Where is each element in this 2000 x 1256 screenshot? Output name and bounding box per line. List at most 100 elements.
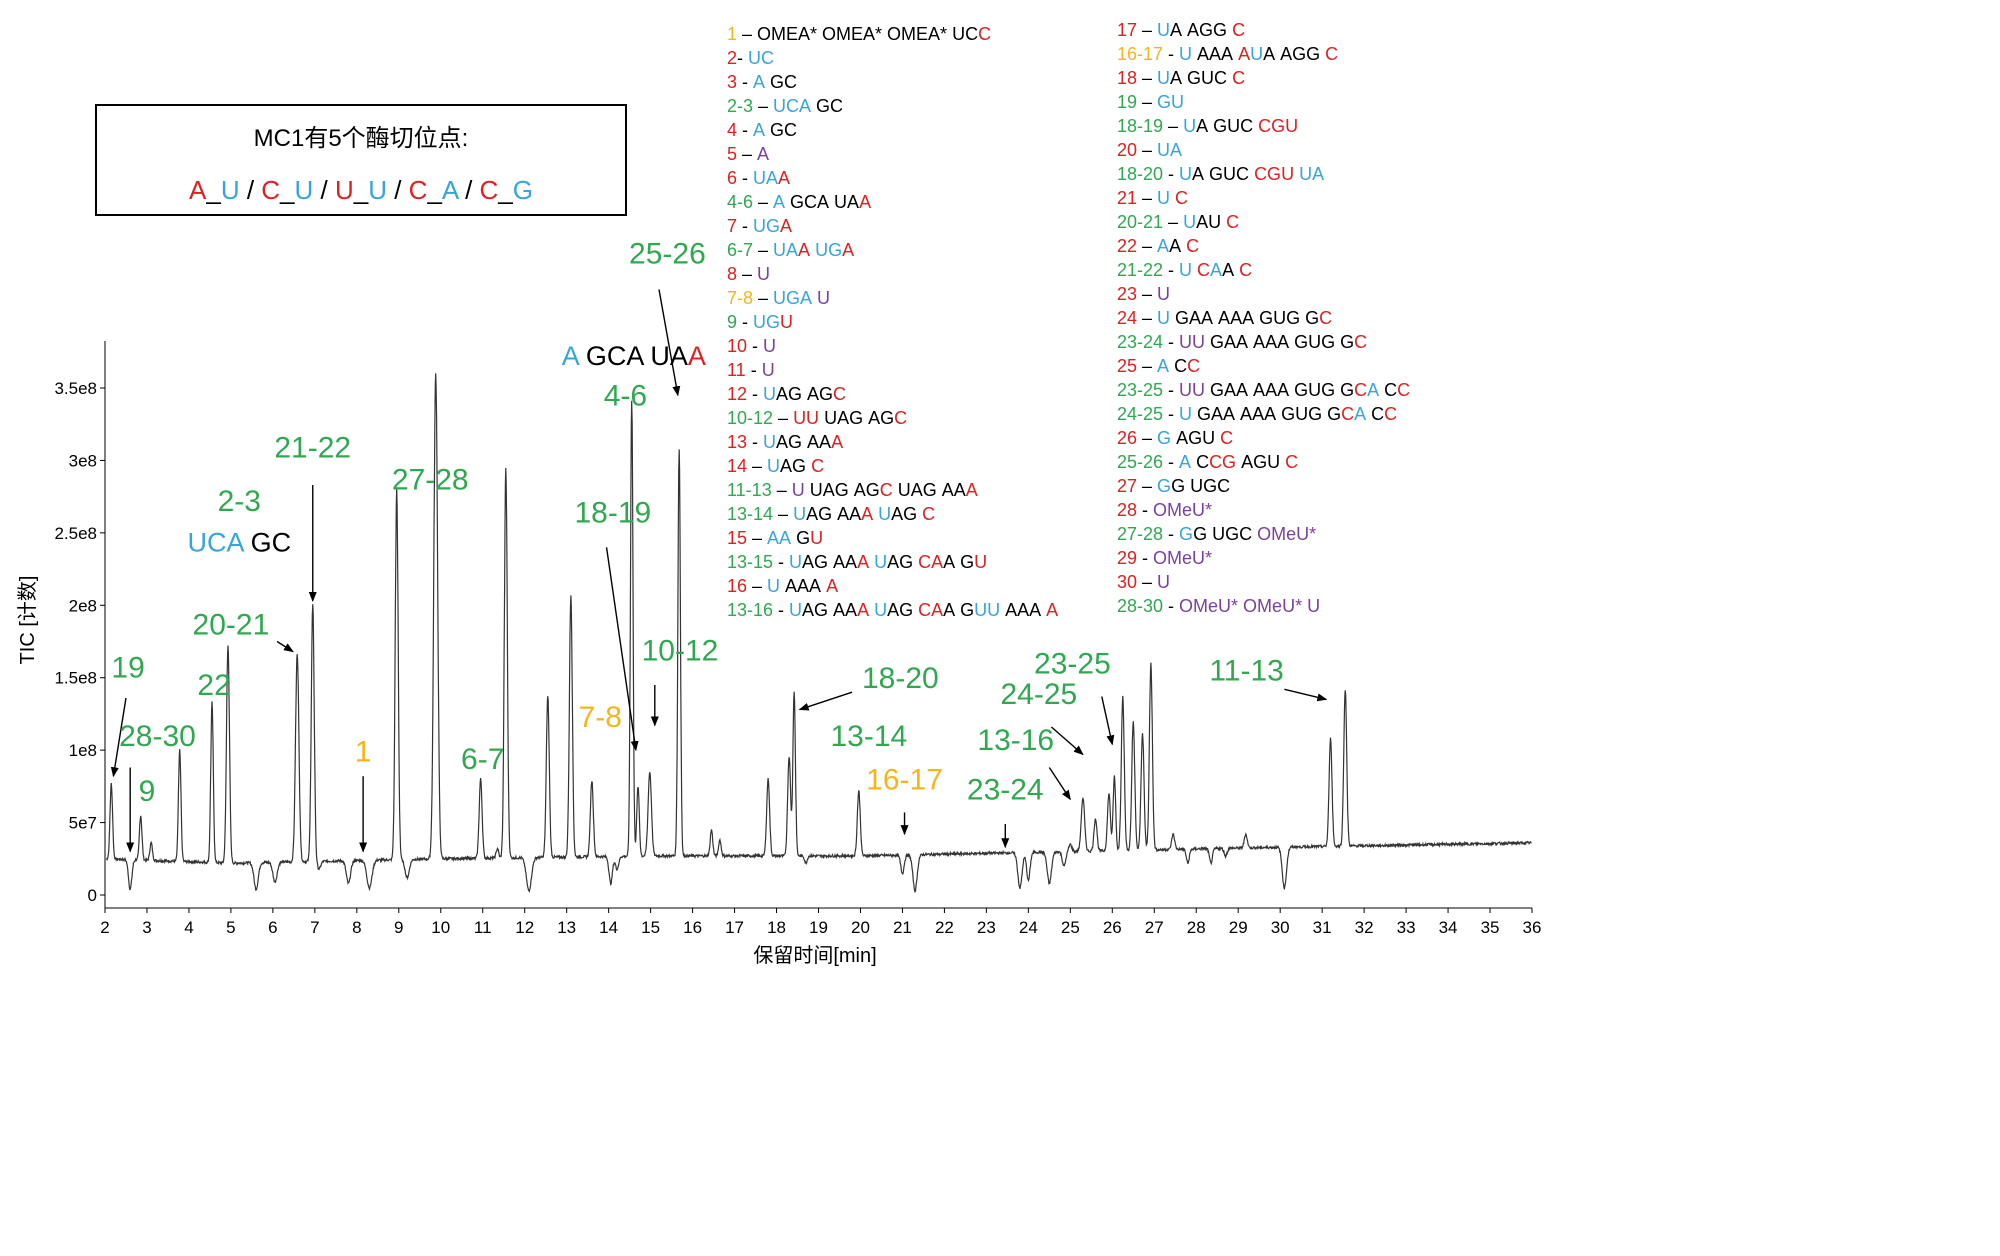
legend-token: UCA [773,96,812,116]
legend-row: 13-14 – UAG AAA UAG C [727,502,1058,526]
legend-token: UG [810,240,843,260]
legend-token: - [745,360,762,380]
peak-label: 13-14 [830,720,907,753]
legend-token: C [1239,260,1253,280]
legend-token: - [1163,524,1180,544]
legend-token: U [810,528,824,548]
legend-token: A [965,480,978,500]
peak-arrow [1284,688,1328,702]
legend-token: U [1157,572,1171,592]
legend-token: 29 [1117,548,1138,568]
legend-token: U [1179,260,1193,280]
legend-token: - [737,120,754,140]
legend-token: AG AA [806,504,862,524]
legend-token: C [1186,236,1200,256]
legend-token: A [753,72,766,92]
peak-label: 7-8 [579,701,622,734]
peak-arrow [1050,726,1084,756]
chromatogram-chart: 2 3 4 5 6 7 8 9 10 11 12 13 14 15 16 17 18 19 20 21 22 23 24 25… [16,237,1541,967]
legend-token: UU [974,600,1001,620]
legend-row: 3 - A GC [727,70,1058,94]
y-tick-label: 0 [88,886,97,905]
legend-token: A G [943,552,975,572]
legend-token: 13-15 [727,552,774,572]
y-tick-label: 2e8 [69,596,97,615]
legend-token: U [767,576,781,596]
legend-token: – [773,504,794,524]
legend-token: - [1163,452,1180,472]
legend-token: A [1179,452,1192,472]
legend-row: 20 – UA [1117,138,1410,162]
legend-token: 19 [1117,92,1138,112]
cleavage-site-token: / [457,175,480,205]
legend-token: - [1163,380,1180,400]
legend-token: C [1232,68,1246,88]
legend-row: 14 – UAG C [727,454,1058,478]
x-tick-label: 28 [1187,918,1206,937]
legend-token: - [737,216,754,236]
legend-row: 11 - U [727,358,1058,382]
fragment-legend-left: 1 – OMEA* OMEA* OMEA* UCC 2- UC 3 - A GC 2-… [727,22,1058,622]
y-tick-label: 1e8 [69,741,97,760]
legend-token: AG AG [776,384,834,404]
peak-label: 1 [355,736,372,769]
legend-token: AG AA [776,432,832,452]
legend-token: AG [887,552,919,572]
legend-token: - [737,48,749,68]
legend-token: - [737,72,754,92]
legend-row: 10 - U [727,334,1058,358]
legend-row: 22 – AA C [1117,234,1410,258]
legend-row: 26 – G AGU C [1117,426,1410,450]
tic-trace [106,373,1532,893]
legend-token: 23-24 [1117,332,1164,352]
peak-arrow [605,547,639,752]
legend-token: – [753,288,774,308]
legend-token: – [1137,236,1158,256]
legend-row: 27 – GG UGC [1117,474,1410,498]
legend-row: 11-13 – U UAG AGC UAG AAA [727,478,1058,502]
legend-token: C [978,24,992,44]
legend-token: – [753,192,774,212]
legend-token: 9 [727,312,738,332]
legend-row: 18-19 – UA GUC CGU [1117,114,1410,138]
x-tick-label: 4 [184,918,193,937]
legend-token: 20-21 [1117,212,1164,232]
legend-token: U [1179,404,1193,424]
legend-row: 6-7 – UAA UGA [727,238,1058,262]
legend-token: C [879,480,893,500]
legend-token: UA [773,240,799,260]
legend-token: A [1210,260,1223,280]
legend-token: 8 [727,264,738,284]
legend-token: AAA [780,576,827,596]
legend-token: - [773,600,790,620]
x-tick-label: 3 [142,918,151,937]
legend-row: 7-8 – UGA U [727,286,1058,310]
legend-token: – [1163,212,1184,232]
legend-token: – OMEA* OMEA* OMEA* UC [737,24,979,44]
peak-label: 2-3 [218,485,261,518]
legend-token: – [1137,20,1158,40]
y-tick-label: 3.5e8 [54,379,97,398]
legend-token: 18 [1117,68,1138,88]
legend-token: 30 [1117,572,1138,592]
x-tick-label: 33 [1397,918,1416,937]
x-tick-label: 16 [683,918,702,937]
peak-label: 18-19 [574,497,651,530]
legend-token: 7 [727,216,738,236]
x-tick-label: 23 [977,918,996,937]
legend-token: UA [1294,164,1325,184]
legend-row: 28 - OMeU* [1117,498,1410,522]
legend-token: G [791,528,811,548]
legend-token: 10-12 [727,408,774,428]
legend-token: AG AA [802,600,858,620]
legend-token: GAA AAA GUG G [1170,308,1320,328]
legend-token: U [873,504,892,524]
legend-token: U [791,480,805,500]
legend-row: 18-20 - UA GUC CGU UA [1117,162,1410,186]
legend-token: 27 [1117,476,1138,496]
legend-token: A GUC [1196,116,1259,136]
x-tick-label: 17 [725,918,744,937]
cleavage-site-token: _ [206,175,221,205]
cleavage-site-box: MC1有5个酶切位点: A_U / C_U / U_U / C_A / C_G [95,104,627,216]
legend-token: – [747,456,768,476]
